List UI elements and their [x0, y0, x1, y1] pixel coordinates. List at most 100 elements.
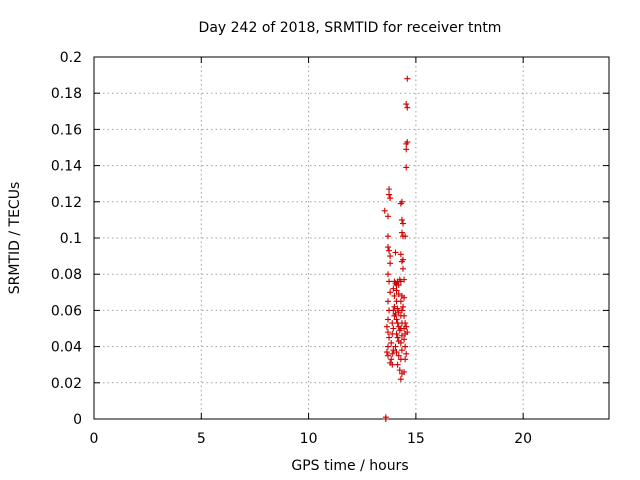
data-point: [384, 343, 391, 350]
data-point: [387, 289, 394, 296]
y-tick-label: 0.02: [51, 376, 82, 392]
tick-layer: 0 0.02 0.04 0.06 0.08 0.1 0.12 0.14 0.16 0.18 0.2 0…: [51, 50, 609, 447]
data-point: [386, 247, 393, 254]
data-point: [402, 233, 409, 240]
data-point: [384, 298, 391, 305]
y-tick-label: 0.16: [51, 122, 82, 138]
y-tick-label: 0.04: [51, 340, 82, 356]
data-point: [390, 285, 397, 292]
data-point: [401, 276, 408, 283]
data-point: [386, 278, 393, 285]
data-point: [384, 316, 391, 323]
y-tick-label: 0.14: [51, 159, 82, 175]
grid-layer: [94, 57, 609, 419]
data-point: [401, 312, 408, 319]
data-point: [403, 101, 410, 108]
data-point: [389, 361, 396, 368]
data-point: [396, 367, 403, 374]
data-point: [382, 414, 389, 421]
chart-title: Day 242 of 2018, SRMTID for receiver tnt…: [199, 20, 502, 36]
data-point: [397, 298, 404, 305]
y-tick-label: 0.06: [51, 303, 82, 319]
data-point: [404, 104, 411, 111]
data-point: [390, 325, 397, 332]
data-point: [403, 164, 410, 171]
data-point: [398, 307, 405, 314]
data-point: [400, 265, 406, 272]
y-tick-label: 0.18: [51, 86, 82, 102]
data-point: [398, 229, 405, 236]
data-point: [389, 350, 396, 357]
x-tick-label: 20: [514, 431, 532, 447]
y-tick-label: 0.08: [51, 267, 82, 283]
data-point: [400, 220, 406, 227]
data-point: [402, 320, 409, 327]
data-point: [398, 216, 405, 223]
data-point: [381, 207, 388, 214]
data-point: [398, 347, 405, 354]
data-point: [390, 307, 397, 314]
x-tick-label: 10: [300, 431, 318, 447]
data-point: [393, 316, 400, 323]
data-point: [402, 356, 409, 363]
data-point: [383, 349, 390, 356]
data-point: [403, 350, 410, 357]
data-point: [397, 200, 404, 207]
data-point: [394, 334, 401, 341]
data-point: [389, 320, 396, 327]
data-point: [387, 195, 394, 202]
data-point: [384, 244, 391, 251]
data-point: [401, 294, 408, 301]
data-point: [393, 330, 400, 337]
data-point: [397, 339, 404, 346]
data-point: [395, 291, 402, 298]
data-point: [386, 334, 393, 341]
data-point: [387, 253, 394, 260]
data-point: [393, 349, 400, 356]
y-tick-label: 0: [73, 412, 82, 428]
y-tick-label: 0.2: [60, 50, 82, 66]
data-point: [386, 191, 393, 198]
data-point: [403, 140, 410, 147]
data-point: [384, 271, 391, 278]
data-point: [401, 336, 408, 343]
data-point: [404, 75, 411, 82]
data-point: [391, 292, 398, 299]
data-point: [392, 311, 399, 318]
data-point: [401, 368, 408, 375]
data-point: [392, 249, 399, 256]
x-tick-label: 0: [90, 431, 99, 447]
data-point: [397, 251, 404, 258]
x-axis-label: GPS time / hours: [291, 458, 408, 474]
data-point: [388, 356, 395, 363]
data-point: [397, 376, 404, 383]
data-point: [384, 233, 391, 240]
data-point: [404, 329, 411, 336]
data-point: [383, 323, 390, 330]
data-point: [386, 186, 393, 193]
data-point: [384, 213, 391, 220]
data-point: [394, 305, 401, 312]
point-layer: [381, 75, 411, 422]
data-point: [388, 339, 395, 346]
y-tick-label: 0.1: [60, 231, 82, 247]
data-point: [403, 146, 410, 153]
y-tick-label: 0.12: [51, 195, 82, 211]
data-point: [384, 329, 391, 336]
x-tick-label: 5: [197, 431, 206, 447]
data-point: [387, 260, 394, 267]
data-point: [393, 287, 400, 294]
data-point: [384, 352, 391, 359]
y-axis-label: SRMTID / TECUs: [7, 182, 23, 295]
data-point: [392, 343, 399, 350]
plot-frame: [93, 56, 610, 420]
data-point: [390, 347, 397, 354]
data-point: [398, 332, 405, 339]
data-point: [394, 361, 401, 368]
data-point: [400, 303, 406, 310]
data-point: [395, 352, 402, 359]
x-tick-label: 15: [407, 431, 425, 447]
data-point: [402, 343, 409, 350]
data-point: [395, 282, 402, 289]
